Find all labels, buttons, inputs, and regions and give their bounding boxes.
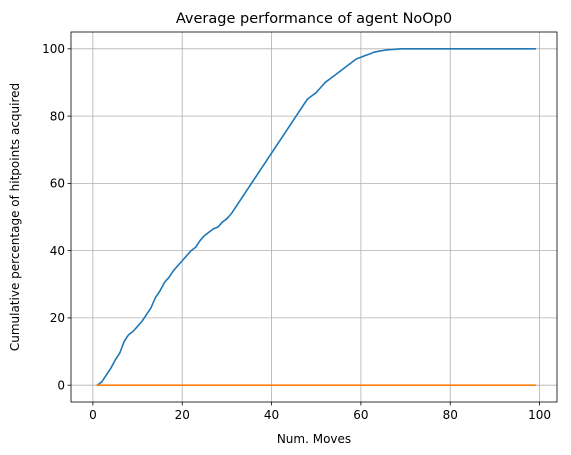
y-tick-label: 20: [50, 311, 65, 325]
y-tick-label: 100: [42, 42, 65, 56]
chart-title: Average performance of agent NoOp0: [176, 11, 452, 27]
x-tick-label: 100: [528, 408, 551, 422]
y-axis: 0 20 40 60 80 100: [42, 42, 71, 392]
x-tick-label: 20: [175, 408, 190, 422]
y-tick-label: 0: [57, 378, 65, 392]
y-tick-label: 60: [50, 177, 65, 191]
y-axis-label: Cumulative percentage of hitpoints acqui…: [8, 83, 22, 351]
x-tick-label: 40: [264, 408, 279, 422]
plot-frame: [70, 31, 558, 403]
x-axis: 0 20 40 60 80 100: [89, 402, 551, 422]
series-group: [96, 48, 536, 387]
y-tick-label: 80: [50, 109, 65, 123]
x-axis-label: Num. Moves: [277, 432, 351, 446]
grid: [71, 32, 557, 402]
series-1-line: [96, 48, 536, 387]
x-tick-label: 80: [443, 408, 458, 422]
x-tick-label: 0: [89, 408, 97, 422]
x-tick-label: 60: [353, 408, 368, 422]
y-tick-label: 40: [50, 244, 65, 258]
